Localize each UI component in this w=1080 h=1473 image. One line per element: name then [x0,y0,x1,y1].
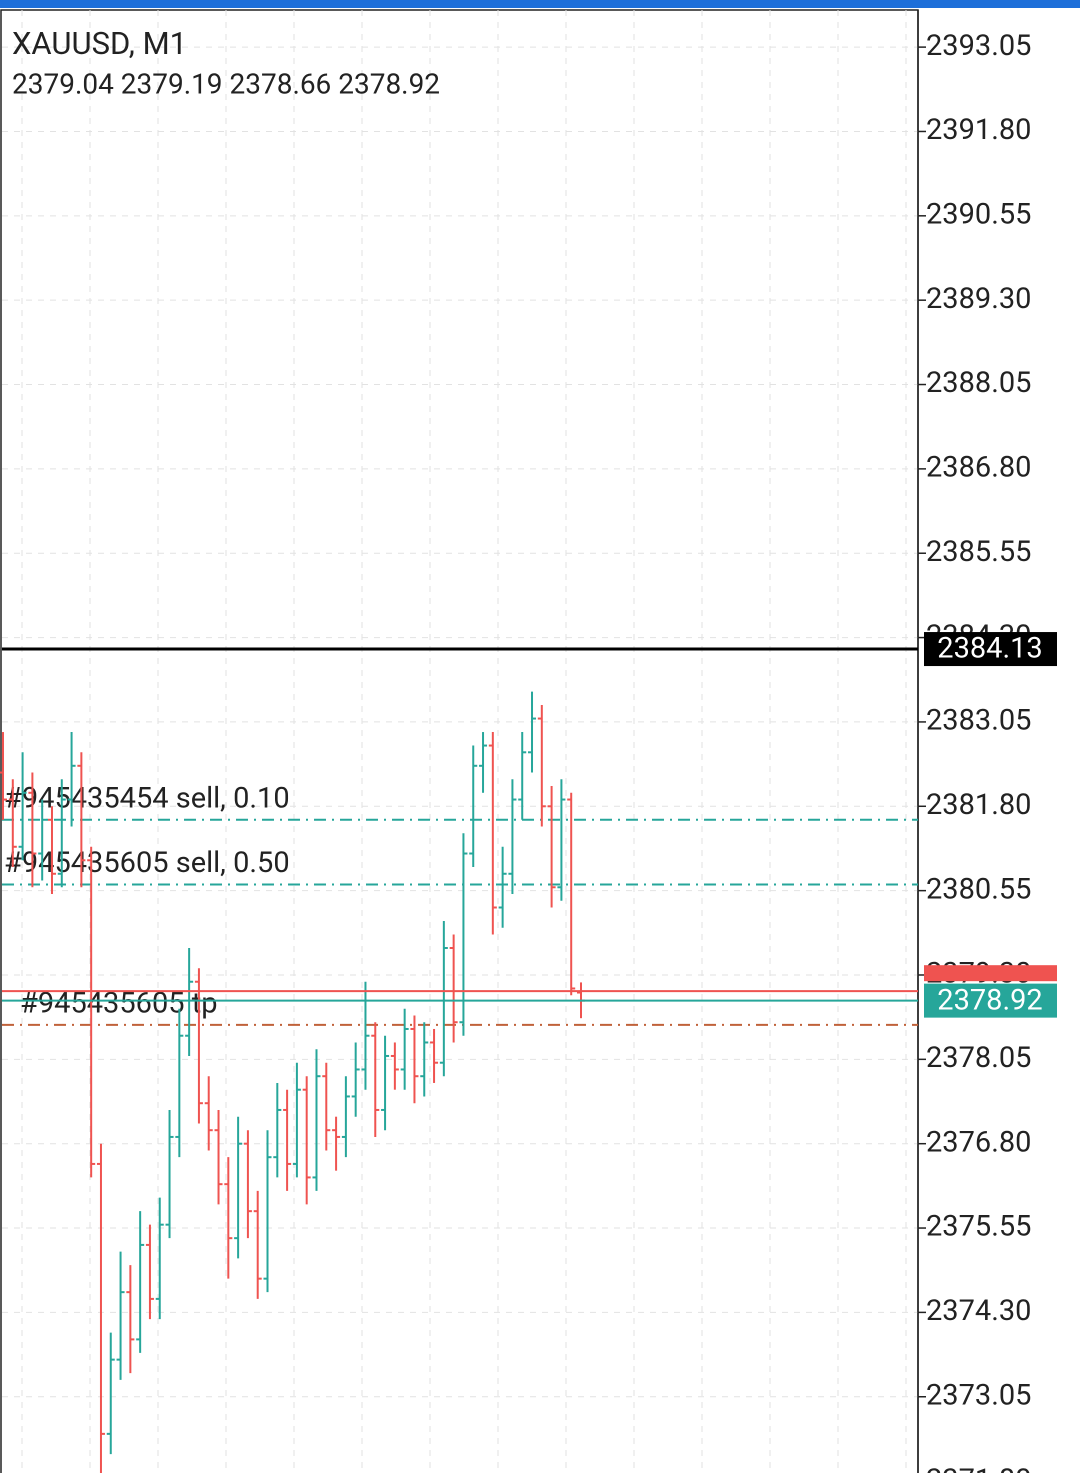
y-tick-label: 2374.30 [926,1294,1031,1328]
top-bar [0,0,1080,8]
y-tick-label: 2388.05 [926,366,1031,400]
y-tick-label: 2375.55 [926,1210,1031,1244]
price-tag-label: 2378.92 [937,983,1042,1017]
price-tag-label: 2384.13 [937,632,1042,666]
chart-layer: 2393.05 2391.80 2390.55 2389.30 2388.05 2386.… [0,10,1057,1473]
y-tick-label: 2393.05 [926,29,1031,63]
y-tick-label: 2373.05 [926,1378,1031,1412]
order-label: #945435605 sell, 0.50 [4,846,290,880]
chart-title: XAUUSD, M1 [12,25,187,62]
y-tick-label: 2378.05 [926,1041,1031,1075]
y-tick-label: 2371.80 [926,1463,1031,1473]
y-tick-label: 2380.55 [926,872,1031,906]
price-tag [924,965,1057,982]
vertical-grid [21,10,907,1473]
y-tick-label: 2383.05 [926,704,1031,738]
y-tick-label: 2390.55 [926,197,1031,231]
price-tag [924,632,1057,667]
y-tick-label: 2385.55 [926,535,1031,569]
y-tick-label: 2389.30 [926,282,1031,316]
y-tick-label: 2381.80 [926,788,1031,822]
y-tick-label: 2391.80 [926,113,1031,147]
order-label: #945435454 sell, 0.10 [4,781,290,815]
plot-frame [0,9,919,1473]
y-tick-label: 2376.80 [926,1125,1031,1159]
price-tag [924,983,1057,1018]
ohlc-readout: 2379.04 2379.19 2378.66 2378.92 [12,67,440,100]
y-tick-label: 2386.80 [926,451,1031,485]
order-label: #945435605 tp [20,987,218,1021]
